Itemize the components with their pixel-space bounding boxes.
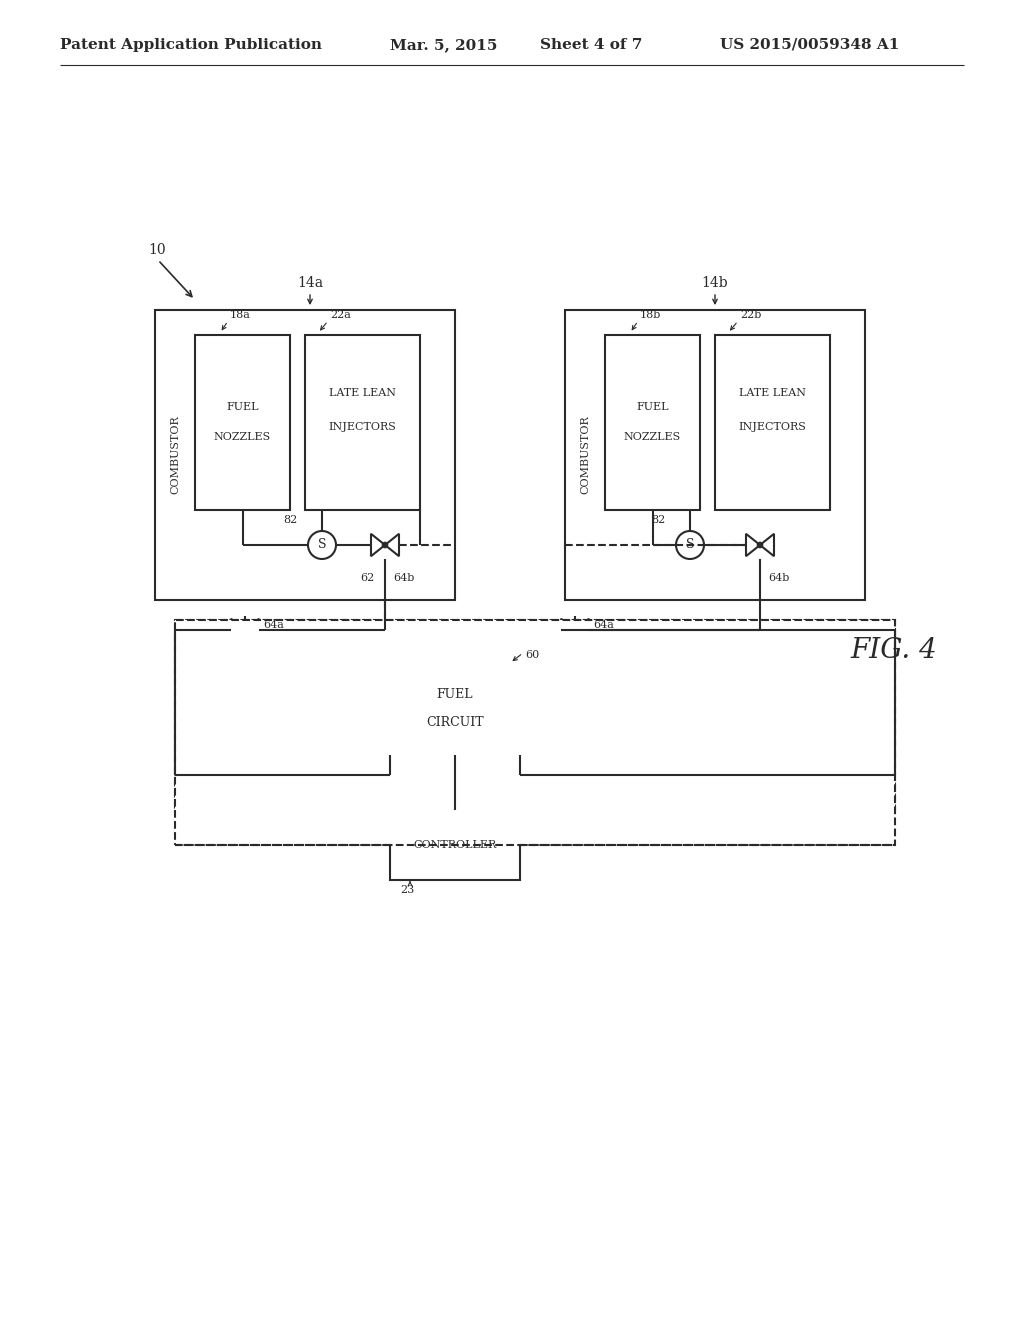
Text: CONTROLLER: CONTROLLER <box>414 840 497 850</box>
Text: FUEL: FUEL <box>437 689 473 701</box>
Circle shape <box>757 543 763 548</box>
Polygon shape <box>245 619 259 642</box>
Bar <box>390 665 520 755</box>
Bar <box>175 620 895 845</box>
Polygon shape <box>575 619 589 642</box>
Circle shape <box>572 627 578 634</box>
Text: 22b: 22b <box>740 310 762 319</box>
Text: NOZZLES: NOZZLES <box>214 433 271 442</box>
Text: LATE LEAN: LATE LEAN <box>329 388 396 397</box>
Polygon shape <box>385 533 399 556</box>
Polygon shape <box>371 533 385 556</box>
Circle shape <box>382 543 388 548</box>
Text: S: S <box>686 539 694 552</box>
Text: 64a: 64a <box>593 620 613 630</box>
Text: 22a: 22a <box>330 310 351 319</box>
Text: 14a: 14a <box>297 276 323 290</box>
Text: S: S <box>317 539 327 552</box>
Text: INJECTORS: INJECTORS <box>738 422 807 433</box>
Bar <box>605 335 700 510</box>
Text: 64b: 64b <box>393 573 415 583</box>
Polygon shape <box>561 619 575 642</box>
Text: US 2015/0059348 A1: US 2015/0059348 A1 <box>720 38 899 51</box>
Text: COMBUSTOR: COMBUSTOR <box>170 416 180 495</box>
Text: 82: 82 <box>283 515 297 525</box>
Bar <box>195 335 290 510</box>
Bar <box>305 335 420 510</box>
Circle shape <box>242 627 248 634</box>
Text: Mar. 5, 2015: Mar. 5, 2015 <box>390 38 498 51</box>
Text: 82: 82 <box>650 515 665 525</box>
Polygon shape <box>746 533 760 556</box>
Bar <box>390 810 520 880</box>
Text: COMBUSTOR: COMBUSTOR <box>580 416 590 495</box>
Text: CIRCUIT: CIRCUIT <box>426 715 483 729</box>
Text: Patent Application Publication: Patent Application Publication <box>60 38 322 51</box>
Text: 23: 23 <box>400 884 415 895</box>
Text: 14b: 14b <box>701 276 728 290</box>
Text: Sheet 4 of 7: Sheet 4 of 7 <box>540 38 642 51</box>
Bar <box>175 620 895 810</box>
Text: 64a: 64a <box>263 620 284 630</box>
Text: 62: 62 <box>359 573 374 583</box>
Text: LATE LEAN: LATE LEAN <box>739 388 806 397</box>
Bar <box>715 335 830 510</box>
Bar <box>155 310 455 601</box>
Text: INJECTORS: INJECTORS <box>329 422 396 433</box>
Polygon shape <box>760 533 774 556</box>
Text: FIG. 4: FIG. 4 <box>850 636 937 664</box>
Text: 18b: 18b <box>640 310 662 319</box>
Text: 18a: 18a <box>230 310 251 319</box>
Text: 60: 60 <box>525 649 540 660</box>
Text: NOZZLES: NOZZLES <box>624 433 681 442</box>
Polygon shape <box>231 619 245 642</box>
Text: FUEL: FUEL <box>636 403 669 412</box>
Bar <box>565 310 865 601</box>
Text: 10: 10 <box>148 243 166 257</box>
Text: FUEL: FUEL <box>226 403 259 412</box>
Text: 64b: 64b <box>768 573 790 583</box>
